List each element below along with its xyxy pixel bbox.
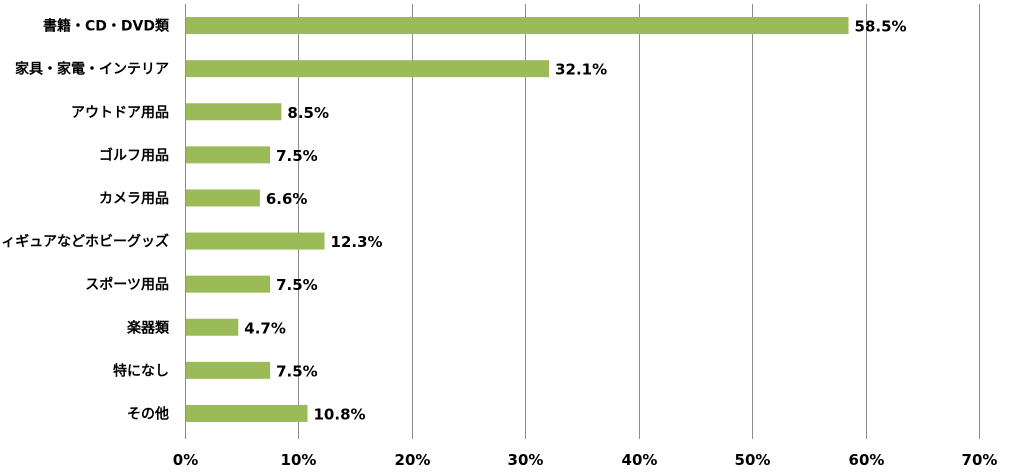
bar bbox=[186, 17, 849, 35]
category-label: カメラ用品 bbox=[99, 191, 169, 207]
category-label: 楽器類 bbox=[126, 319, 170, 336]
x-tick-labels: 0% 10% 20% 30% 40% 50% 60% 70% bbox=[173, 451, 998, 469]
x-tick-label: 10% bbox=[281, 451, 317, 469]
value-label: 6.6% bbox=[266, 190, 308, 208]
x-tick-label: 30% bbox=[508, 451, 544, 469]
category-label: 特になし bbox=[113, 362, 169, 379]
value-label: 7.5% bbox=[276, 276, 318, 294]
value-label: 10.8% bbox=[314, 405, 366, 423]
bars bbox=[186, 17, 849, 422]
value-label: 8.5% bbox=[287, 104, 329, 122]
bar bbox=[186, 361, 271, 379]
x-tick-label: 70% bbox=[962, 451, 998, 469]
value-label: 7.5% bbox=[276, 362, 318, 380]
category-label: ゴルフ用品 bbox=[99, 147, 169, 164]
bar bbox=[186, 275, 271, 293]
category-label: 家具・家電・インテリア bbox=[15, 61, 169, 78]
x-tick-label: 60% bbox=[849, 451, 885, 469]
bar bbox=[186, 103, 282, 121]
category-label: 書籍・CD・DVD類 bbox=[43, 18, 170, 35]
category-labels: 書籍・CD・DVD類家具・家電・インテリアアウトドア用品ゴルフ用品カメラ用品フィ… bbox=[0, 18, 170, 423]
bar bbox=[186, 318, 239, 336]
category-label: フィギュアなどホビーグッズ bbox=[0, 233, 169, 250]
x-tick-label: 50% bbox=[735, 451, 771, 469]
bar bbox=[186, 146, 271, 164]
category-label: スポーツ用品 bbox=[85, 276, 169, 293]
bar bbox=[186, 60, 550, 78]
value-label: 4.7% bbox=[244, 319, 286, 337]
x-tick-label: 40% bbox=[622, 451, 658, 469]
bar bbox=[186, 232, 325, 250]
category-label: アウトドア用品 bbox=[71, 105, 169, 121]
value-labels: 58.5% 32.1% 8.5% 7.5% 6.6% 12.3% 7.5% 4.7% 7.5% 1… bbox=[244, 18, 906, 424]
value-label: 58.5% bbox=[855, 18, 907, 36]
x-tick-label: 20% bbox=[395, 451, 431, 469]
bar bbox=[186, 189, 260, 207]
x-tick-label: 0% bbox=[173, 451, 198, 469]
bar bbox=[186, 404, 308, 422]
category-label: その他 bbox=[127, 405, 169, 422]
value-label: 12.3% bbox=[331, 233, 383, 251]
value-label: 32.1% bbox=[555, 61, 607, 79]
value-label: 7.5% bbox=[276, 147, 318, 165]
